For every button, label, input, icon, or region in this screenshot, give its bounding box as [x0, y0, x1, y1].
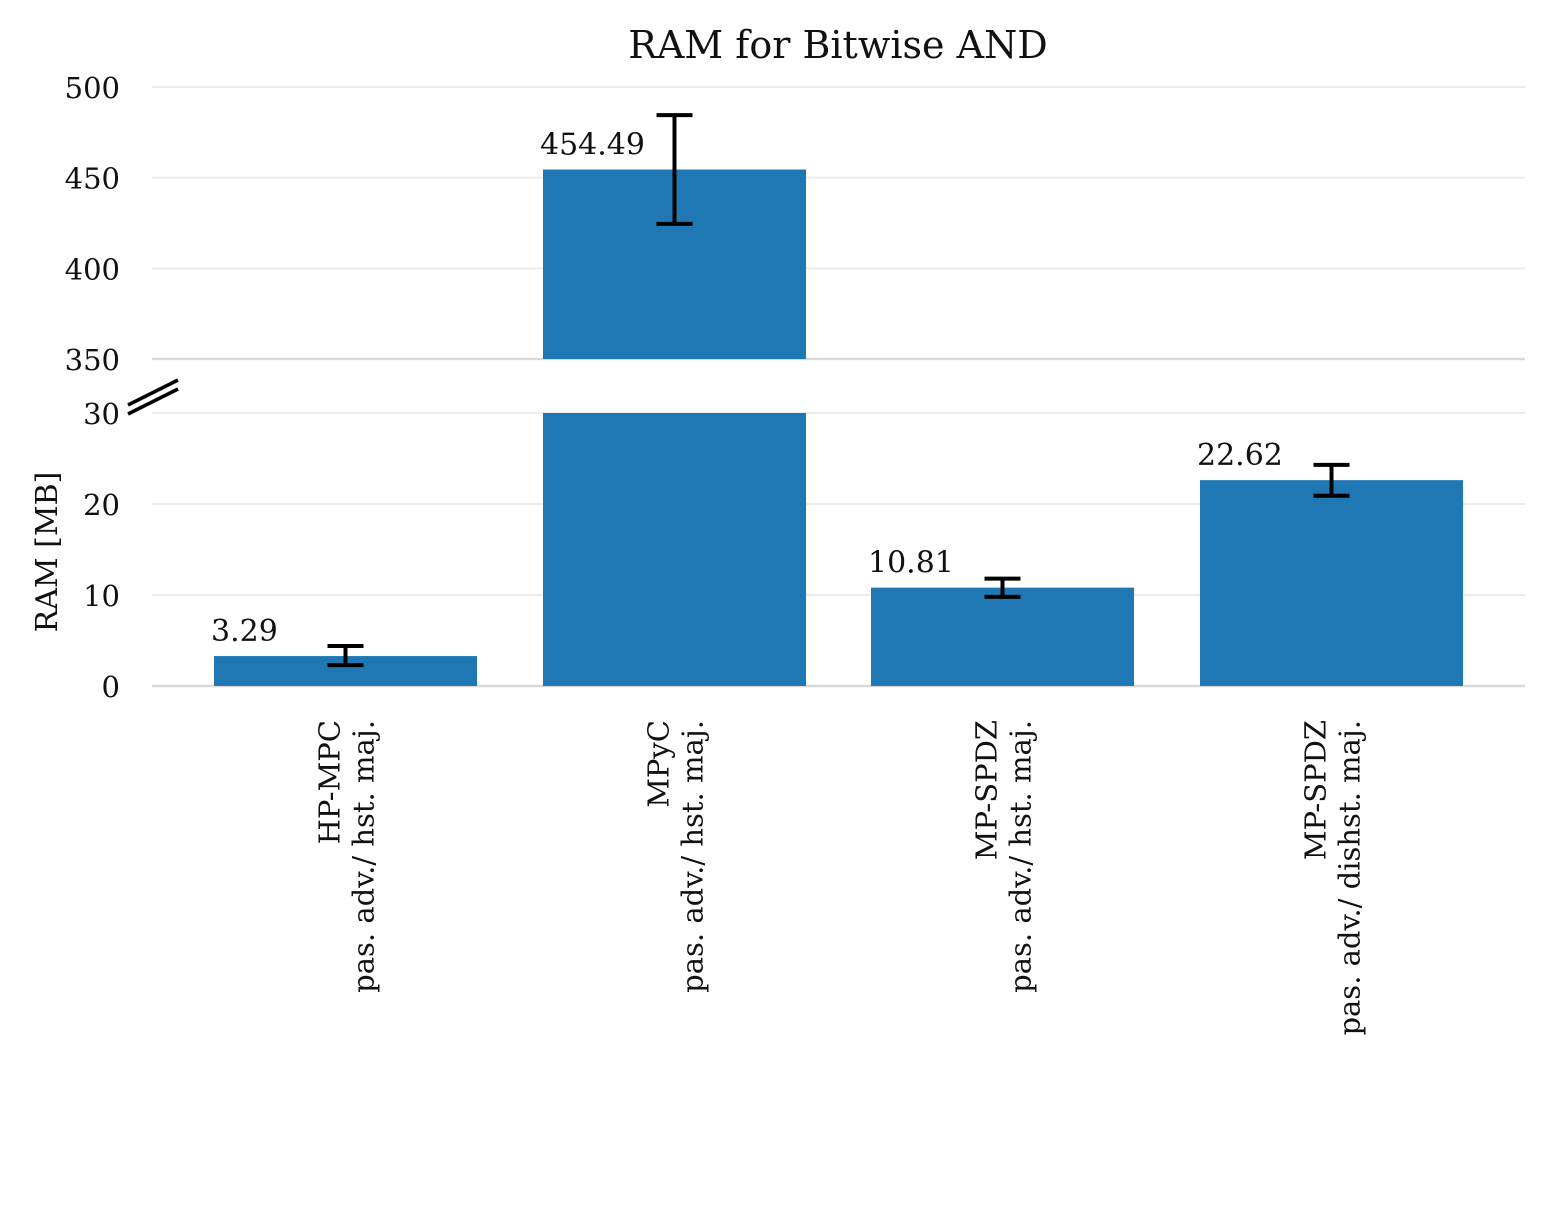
y-tick-label-500: 500	[65, 71, 120, 105]
category-setting: pas. adv./ dishst. maj.	[1333, 720, 1367, 1036]
x-category-label-2: MP-SPDZpas. adv./ hst. maj.	[970, 720, 1038, 993]
y-axis-label: RAM [MB]	[30, 472, 65, 633]
category-name: MP-SPDZ	[1299, 720, 1333, 860]
error-bar-2	[984, 576, 1021, 599]
x-category-label-1: MPyCpas. adv./ hst. maj.	[642, 720, 710, 993]
bar-2	[871, 587, 1134, 686]
error-bar-3	[1313, 462, 1350, 498]
x-category-label-0: HP-MPCpas. adv./ hst. maj.	[313, 720, 381, 993]
y-tick-label-450: 450	[65, 162, 120, 196]
category-setting: pas. adv./ hst. maj.	[347, 720, 381, 993]
y-tick-label-400: 400	[65, 252, 120, 286]
x-category-label-3: MP-SPDZpas. adv./ dishst. maj.	[1299, 720, 1367, 1036]
y-tick-label-0: 0	[102, 670, 120, 704]
category-setting: pas. adv./ hst. maj.	[676, 720, 710, 993]
break-slash-1	[127, 378, 179, 407]
y-tick-labels: 0 10 20 30 350 400 450 500	[65, 71, 120, 704]
category-name: MPyC	[642, 720, 676, 808]
x-category-labels: HP-MPCpas. adv./ hst. maj. MPyCpas. adv./…	[313, 720, 1367, 1036]
category-setting: pas. adv./ hst. maj.	[1004, 720, 1038, 993]
axis-break-marks	[127, 378, 179, 416]
chart-title: RAM for Bitwise AND	[628, 23, 1047, 67]
category-name: HP-MPC	[313, 720, 347, 844]
data-label-0: 3.29	[211, 614, 278, 649]
y-tick-label-30: 30	[83, 397, 120, 431]
bar-1	[543, 413, 806, 686]
bars	[214, 169, 1463, 686]
data-labels: 3.29 454.49 10.81 22.62	[211, 128, 1283, 650]
data-label-1: 454.49	[540, 128, 645, 163]
category-name: MP-SPDZ	[970, 720, 1004, 860]
axis-break-icon	[127, 378, 179, 416]
data-label-2: 10.81	[868, 546, 954, 581]
error-bars	[327, 113, 1350, 668]
data-label-3: 22.62	[1197, 438, 1283, 473]
break-slash-2	[127, 387, 179, 416]
y-tick-label-20: 20	[83, 488, 120, 522]
y-tick-label-350: 350	[65, 343, 120, 377]
bar-3	[1200, 480, 1463, 686]
error-bar-0	[327, 643, 364, 668]
y-tick-label-10: 10	[83, 579, 120, 613]
error-bar-1	[656, 113, 693, 226]
